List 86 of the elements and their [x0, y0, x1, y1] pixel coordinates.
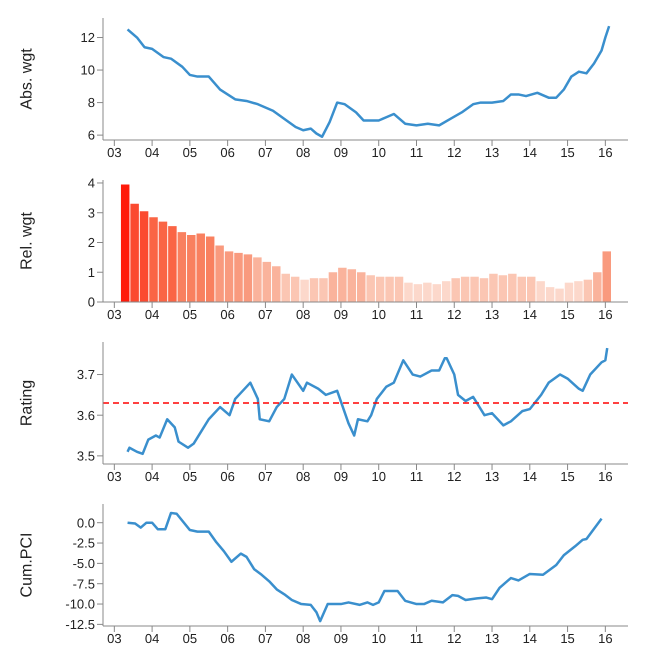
x-tick-label: 14 [522, 145, 538, 160]
x-tick-label: 06 [220, 631, 235, 646]
bar [593, 272, 602, 302]
x-tick-label: 16 [598, 307, 613, 322]
x-tick-label: 12 [447, 307, 462, 322]
y-tick-label: 3.5 [76, 448, 95, 464]
y-tick-label: -10.0 [65, 596, 95, 612]
x-tick-label: 05 [182, 631, 198, 646]
x-tick-label: 13 [484, 469, 500, 484]
y-axis-title: Abs. wgt [18, 48, 36, 110]
bar [602, 251, 612, 302]
x-tick-label: 09 [334, 145, 348, 160]
x-tick-label: 15 [560, 631, 575, 646]
bar [584, 280, 592, 302]
x-tick-label: 05 [182, 469, 198, 484]
line-series [126, 512, 603, 622]
x-tick-label: 07 [258, 469, 273, 484]
y-tick-label: -2.5 [72, 536, 95, 551]
x-tick-label: 08 [296, 469, 310, 484]
y-tick-label: 3.7 [76, 367, 95, 382]
x-tick-label: 11 [410, 307, 424, 322]
x-tick-label: 07 [258, 307, 273, 322]
x-tick-label: 09 [334, 631, 348, 646]
x-tick-label: 15 [560, 145, 575, 160]
x-tick-label: 12 [447, 145, 462, 160]
x-tick-label: 10 [371, 145, 386, 160]
x-tick-label: 08 [296, 307, 310, 322]
y-tick-label: 0.0 [76, 515, 95, 530]
x-tick-label: 14 [522, 307, 538, 322]
y-tick-label: -12.5 [65, 616, 95, 632]
line-series [126, 346, 608, 456]
x-tick-label: 03 [107, 307, 122, 322]
x-tick-label: 16 [598, 631, 613, 646]
x-tick-label: 07 [258, 145, 273, 160]
x-tick-label: 10 [371, 469, 386, 484]
x-tick-label: 08 [296, 631, 310, 646]
x-tick-label: 13 [484, 145, 500, 160]
x-tick-label: 10 [371, 307, 386, 322]
x-tick-label: 13 [484, 631, 500, 646]
y-axis-title: Cum.PCI [18, 532, 36, 598]
x-tick-label: 12 [447, 469, 462, 484]
x-tick-label: 10 [371, 631, 386, 646]
x-tick-label: 08 [296, 145, 310, 160]
y-axis-title: Rel. wgt [18, 212, 36, 270]
x-tick-label: 06 [220, 307, 235, 322]
y-tick-label: 12 [80, 30, 95, 46]
line-series [126, 24, 610, 138]
x-tick-label: 04 [144, 631, 160, 646]
x-tick-label: 14 [522, 469, 538, 484]
x-tick-label: 09 [334, 469, 348, 484]
y-tick-label: -7.5 [72, 576, 95, 592]
y-tick-label: 10 [80, 62, 95, 78]
y-tick-label: 2 [88, 235, 95, 250]
x-tick-label: 15 [560, 469, 575, 484]
x-tick-label: 04 [144, 307, 160, 322]
x-tick-label: 14 [522, 631, 538, 646]
x-tick-label: 04 [144, 145, 160, 160]
x-tick-label: 12 [447, 631, 462, 646]
y-tick-label: 3.6 [76, 408, 95, 423]
y-tick-label: -5.0 [72, 556, 95, 571]
y-tick-label: 3 [88, 205, 95, 220]
x-tick-label: 06 [220, 145, 235, 160]
x-tick-label: 11 [410, 469, 424, 484]
y-tick-label: 1 [88, 264, 95, 280]
y-tick-label: 6 [88, 128, 95, 143]
x-tick-label: 05 [182, 307, 198, 322]
x-tick-label: 15 [560, 307, 575, 322]
y-tick-label: 8 [88, 95, 95, 110]
y-tick-label: 4 [88, 176, 95, 191]
x-tick-label: 13 [484, 307, 500, 322]
x-tick-label: 11 [410, 631, 424, 646]
x-tick-label: 11 [410, 145, 424, 160]
bar [300, 280, 309, 302]
x-tick-label: 06 [220, 469, 235, 484]
y-tick-label: 0 [88, 294, 95, 310]
y-axis-title: Rating [18, 380, 36, 426]
x-tick-label: 03 [107, 469, 122, 484]
bar [120, 184, 130, 302]
x-tick-label: 16 [598, 145, 613, 160]
x-tick-label: 03 [107, 145, 122, 160]
x-tick-label: 04 [144, 469, 160, 484]
x-tick-label: 16 [598, 469, 613, 484]
x-tick-label: 03 [107, 631, 122, 646]
x-tick-label: 05 [182, 145, 198, 160]
x-tick-label: 09 [334, 307, 348, 322]
x-tick-label: 07 [258, 631, 273, 646]
